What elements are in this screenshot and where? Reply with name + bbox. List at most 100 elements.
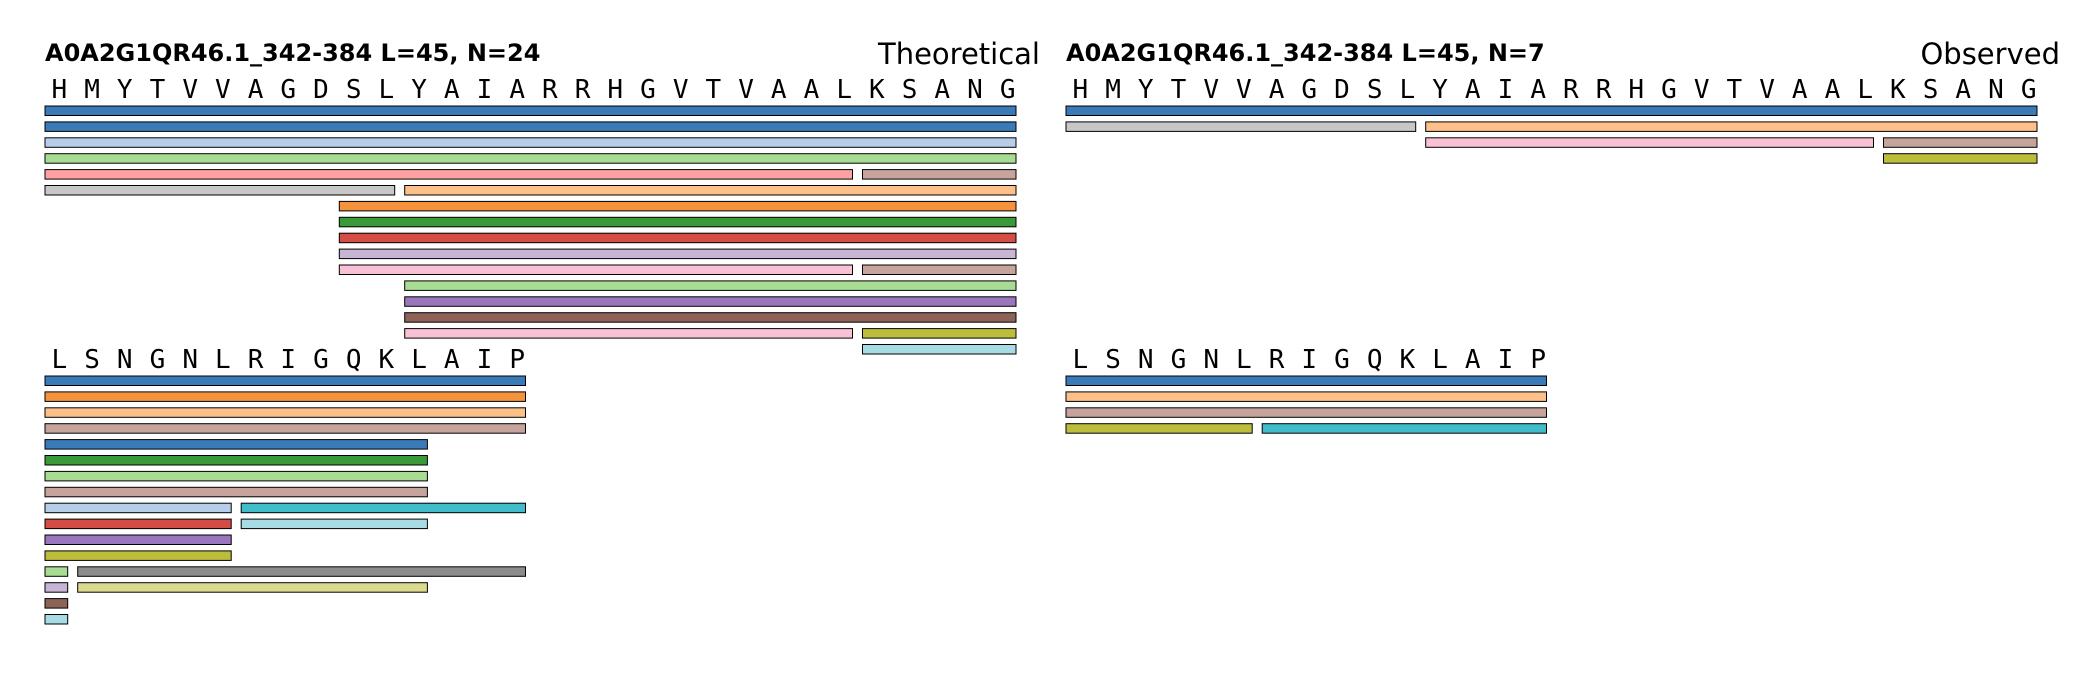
observed-panel: A0A2G1QR46.1_342-384 L=45, N=7 Observed … [1065,37,2060,434]
panel-title: A0A2G1QR46.1_342-384 L=45, N=24 [45,39,540,67]
residue-letter: G [280,75,296,105]
residue-letter: M [84,75,100,105]
residue-letter: T [1727,75,1743,105]
residue-letter: V [1759,75,1775,105]
residue-letter: S [1105,345,1121,375]
residue-letter: H [52,75,68,105]
residue-letter: Y [1138,75,1154,105]
residue-letter: I [477,345,493,375]
residue-letter: L [1073,345,1089,375]
residue-letter: G [313,345,329,375]
peptide-bar [44,455,428,466]
residue-letter: R [542,75,558,105]
peptide-bar [44,137,1017,148]
residue-letter: A [804,75,820,105]
peptide-bar [1261,423,1547,434]
residue-letter: M [1105,75,1121,105]
residue-letter: Q [1367,345,1383,375]
residue-letter: N [117,345,133,375]
peptide-bar [44,423,526,434]
peptide-bar [44,105,1017,116]
peptide-bar [404,296,1017,307]
residue-letter: T [1171,75,1187,105]
peptide-bar [404,280,1017,291]
peptide-bar [1425,121,2038,132]
residue-letter: N [1138,345,1154,375]
residue-letter: L [379,75,395,105]
residue-letter: L [1857,75,1873,105]
residue-letter: N [967,75,983,105]
residue-letter: S [1367,75,1383,105]
residue-letter: R [1596,75,1612,105]
residue-letter: G [150,345,166,375]
peptide-bar [1883,137,2038,148]
peptide-bar [44,375,526,386]
residue-letter: D [313,75,329,105]
residue-letter: L [1400,75,1416,105]
peptide-bar [240,518,428,530]
peptide-bar [77,566,526,577]
peptide-bar [44,518,232,530]
residue-letter: S [346,75,362,105]
peptide-bar [862,169,1017,180]
peptide-bar [1883,153,2038,164]
peptide-bar [338,200,1017,212]
peptide-bar [44,566,69,577]
peptide-bar [404,328,853,339]
residue-letter: D [1334,75,1350,105]
residue-letter: A [248,75,264,105]
theoretical-panel: A0A2G1QR46.1_342-384 L=45, N=24 Theoreti… [44,37,1040,625]
residue-letter: S [1923,75,1939,105]
panel-label: Theoretical [877,37,1040,71]
residue-letter: A [1955,75,1971,105]
residue-letter: R [248,345,264,375]
residue-letter: I [280,345,296,375]
peptide-bar [44,121,1017,132]
peptide-bar [44,598,69,609]
peptide-bar [44,614,69,625]
residue-letter: S [84,345,100,375]
peptide-bar [338,232,1017,244]
residue-letter: H [1073,75,1089,105]
residue-letter: V [215,75,231,105]
residue-letter: P [1530,345,1546,375]
residue-letter: T [150,75,166,105]
peptide-bar [1065,407,1547,418]
residue-letter: A [934,75,950,105]
residue-letter: A [771,75,787,105]
peptide-bar [44,407,526,418]
peptide-bar [862,328,1017,339]
peptide-bar [44,502,232,514]
peptide-bar [240,502,526,514]
residue-letter: I [1498,75,1514,105]
peptide-bar [862,264,1017,275]
peptide-bar [338,264,853,275]
peptide-bar [404,185,1017,196]
residue-letter: K [869,75,885,105]
residue-letter: G [1301,75,1317,105]
residue-letter: I [1498,345,1514,375]
residue-letter: V [1694,75,1710,105]
panel-title: A0A2G1QR46.1_342-384 L=45, N=7 [1066,39,1545,67]
residue-letter: A [1465,75,1481,105]
residue-letter: A [1269,75,1285,105]
residue-letter: V [1236,75,1252,105]
residue-letter: Y [411,75,427,105]
residue-letter: V [673,75,689,105]
residue-letter: L [1432,345,1448,375]
residue-letter: R [1269,345,1285,375]
peptide-bar [1065,391,1547,402]
residue-letter: G [1661,75,1677,105]
residue-letter: K [1890,75,1906,105]
residue-letter: N [1203,345,1219,375]
residue-letter: R [575,75,591,105]
residue-letter: L [836,75,852,105]
peptide-bar [44,550,232,561]
peptide-bar [44,439,428,450]
residue-letter: H [1628,75,1644,105]
residue-letter: K [379,345,395,375]
